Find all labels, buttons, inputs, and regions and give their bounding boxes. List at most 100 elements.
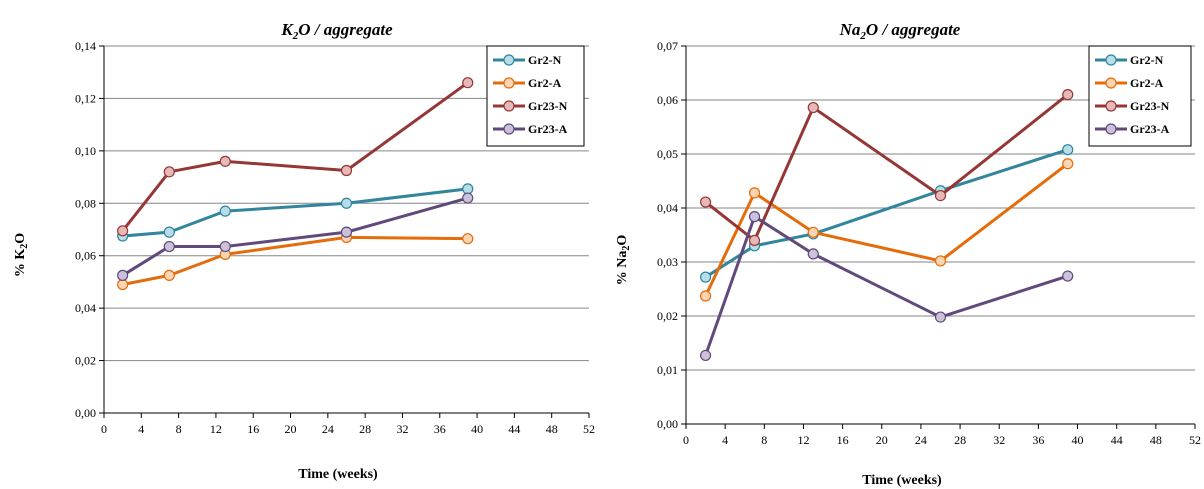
x-tick-label: 16 — [247, 422, 259, 436]
data-point — [934, 189, 947, 202]
legend-swatch-marker — [503, 54, 515, 66]
data-point — [748, 187, 761, 199]
data-point — [1062, 88, 1074, 101]
y-axis-label: % Na2O — [615, 235, 632, 286]
y-tick-label: 0,05 — [657, 147, 678, 161]
data-point — [117, 269, 129, 281]
y-tick-label: 0,03 — [657, 255, 678, 269]
y-tick-label: 0,04 — [657, 201, 678, 215]
legend-swatch-marker — [1105, 77, 1117, 89]
data-point — [219, 205, 231, 217]
data-point — [163, 166, 175, 178]
chart-title: Na2O / aggregate — [839, 20, 961, 42]
legend-entry: Gr2-A — [1130, 76, 1164, 90]
x-tick-label: 4 — [138, 422, 144, 436]
series-line-gr2-n — [704, 148, 1069, 279]
y-axis-label: % K2O — [13, 233, 30, 277]
x-tick-label: 28 — [954, 433, 966, 447]
y-tick-label: 0,12 — [75, 91, 96, 105]
x-tick-label: 32 — [993, 433, 1005, 447]
x-tick-label: 20 — [285, 422, 297, 436]
data-point — [163, 269, 175, 281]
data-point — [117, 225, 129, 237]
data-point — [748, 211, 761, 223]
data-point — [699, 271, 712, 283]
y-tick-label: 0,02 — [657, 309, 678, 323]
x-tick-label: 4 — [722, 433, 728, 447]
x-axis-label: Time (weeks) — [862, 473, 942, 488]
x-tick-label: 0 — [101, 422, 107, 436]
y-tick-label: 0,02 — [75, 354, 96, 368]
data-point — [340, 197, 353, 209]
x-tick-label: 52 — [583, 422, 595, 436]
data-point — [748, 234, 761, 246]
x-tick-label: 12 — [797, 433, 809, 447]
data-point — [699, 196, 712, 208]
x-tick-label: 32 — [396, 422, 408, 436]
series-line-gr23-n — [121, 81, 469, 232]
x-tick-label: 16 — [837, 433, 849, 447]
legend-entry: Gr2-A — [528, 76, 562, 90]
data-point — [934, 255, 947, 267]
x-tick-label: 48 — [546, 422, 558, 436]
na2o-chart: Na2O / aggregate 0,00 0,01 0,02 0,03 0,04 0,0… — [615, 20, 1201, 488]
x-tick-label: 24 — [322, 422, 334, 436]
data-point — [117, 278, 129, 291]
data-point — [1062, 144, 1074, 156]
y-tick-label: 0,01 — [657, 363, 678, 377]
y-tick-label: 0,08 — [75, 196, 96, 210]
k2o-chart: K2O / aggregate 0,00 0,02 0,04 0,06 0,08 0,10… — [13, 20, 595, 482]
y-tick-label: 0,00 — [657, 417, 678, 431]
y-tick-label: 0,06 — [657, 93, 678, 107]
legend-entry: Gr23-A — [528, 122, 568, 136]
data-point — [462, 77, 474, 89]
x-tick-label: 12 — [210, 422, 222, 436]
chart-title: K2O / aggregate — [280, 20, 393, 42]
x-tick-label: 24 — [915, 433, 927, 447]
x-tick-label: 20 — [876, 433, 888, 447]
y-tick-label: 0,04 — [75, 301, 96, 315]
legend-entry: Gr23-N — [528, 99, 568, 113]
series-line-gr23-a — [704, 215, 1069, 356]
data-point — [462, 192, 474, 204]
legend-swatch-marker — [503, 123, 515, 135]
legend-entry: Gr2-N — [1130, 53, 1164, 67]
data-point — [699, 349, 712, 362]
x-tick-label: 52 — [1189, 433, 1201, 447]
data-point — [807, 226, 819, 238]
data-point — [462, 233, 474, 245]
x-tick-label: 36 — [1032, 433, 1044, 447]
data-point — [934, 311, 947, 323]
y-tick-label: 0,07 — [657, 39, 678, 53]
x-tick-label: 8 — [176, 422, 182, 436]
legend-swatch-marker — [1105, 123, 1117, 135]
data-point — [699, 290, 712, 302]
x-tick-label: 0 — [683, 433, 689, 447]
y-tick-label: 0,00 — [75, 406, 96, 420]
data-point — [219, 240, 231, 253]
x-tick-label: 44 — [508, 422, 520, 436]
data-point — [807, 101, 819, 114]
data-point — [163, 226, 175, 238]
x-axis-label: Time (weeks) — [298, 467, 378, 482]
legend-swatch-marker — [1105, 54, 1117, 66]
x-tick-label: 36 — [434, 422, 446, 436]
x-tick-label: 8 — [761, 433, 767, 447]
data-point — [340, 164, 353, 177]
data-point — [1062, 270, 1074, 282]
data-point — [340, 226, 353, 238]
legend-swatch-marker — [503, 100, 515, 112]
x-tick-label: 28 — [359, 422, 371, 436]
y-tick-label: 0,10 — [75, 144, 96, 158]
legend-entry: Gr23-N — [1130, 99, 1170, 113]
x-tick-label: 40 — [471, 422, 483, 436]
data-point — [163, 240, 175, 253]
data-point — [807, 248, 819, 260]
legend-swatch-marker — [1105, 100, 1117, 112]
legend-swatch-marker — [503, 77, 515, 89]
legend-entry: Gr23-A — [1130, 122, 1170, 136]
x-tick-label: 44 — [1111, 433, 1123, 447]
y-tick-label: 0,14 — [75, 39, 96, 53]
legend-entry: Gr2-N — [528, 53, 562, 67]
data-point — [219, 155, 231, 167]
